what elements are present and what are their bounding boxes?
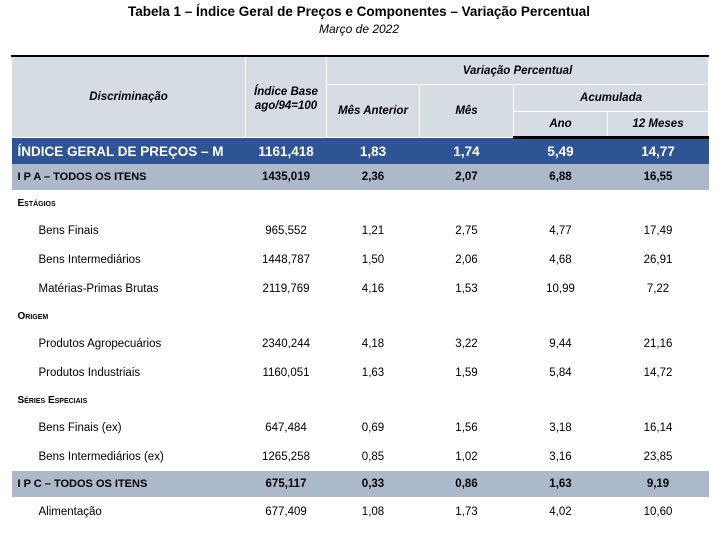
row-mes: 1,59 [455, 366, 478, 379]
row-indice: 1448,787 [262, 253, 310, 266]
table-row: Bens Finais 965,552 1,21 2,75 4,77 17,49 [12, 216, 709, 245]
row-label: Bens Finais [38, 224, 99, 237]
table-row: Matérias-Primas Brutas 2119,769 4,16 1,5… [12, 274, 709, 303]
row-ano: 4,02 [549, 505, 572, 518]
table-row: Bens Intermediários 1448,787 1,50 2,06 4… [12, 245, 709, 274]
row-mes: 0,86 [419, 471, 514, 497]
row-12-meses: 21,16 [643, 337, 673, 350]
row-label: Alimentação [38, 505, 102, 518]
row-indice: 1265,258 [262, 450, 310, 463]
row-label: Bens Intermediários [38, 253, 141, 266]
row-mes-anterior: 1,08 [361, 505, 385, 518]
section-label: Origem [17, 310, 49, 322]
row-label: Produtos Agropecuários [38, 337, 162, 350]
table-row: Bens Finais (ex) 647,484 0,69 1,56 3,18 … [12, 413, 709, 442]
row-mes-anterior: 0,69 [361, 421, 385, 434]
row-label: I P A – TODOS OS ITENS [11, 164, 246, 190]
row-12-meses: 14,77 [607, 137, 709, 164]
row-12-meses: 9,19 [607, 471, 709, 497]
row-label: Bens Intermediários (ex) [38, 450, 164, 463]
row-mes: 2,07 [419, 164, 514, 190]
row-indice: 2119,769 [262, 282, 310, 295]
table-row-igp-m: ÍNDICE GERAL DE PREÇOS – M 1161,418 1,83… [11, 137, 709, 164]
row-mes-anterior: 1,21 [361, 224, 385, 237]
row-mes: 2,75 [455, 224, 478, 237]
row-ano: 9,44 [549, 337, 572, 350]
row-label: I P C – TODOS OS ITENS [11, 471, 246, 497]
row-mes: 1,56 [455, 421, 478, 434]
row-mes: 1,73 [455, 505, 478, 518]
row-mes: 2,06 [455, 253, 478, 266]
header-mes-anterior: Mês Anterior [326, 84, 420, 138]
table-subtitle: Março de 2022 [318, 22, 400, 36]
header-acumulada: Acumulada [512, 84, 710, 112]
row-mes-anterior: 1,63 [361, 366, 385, 379]
row-mes-anterior: 4,16 [361, 282, 385, 295]
row-12-meses: 7,22 [646, 282, 670, 295]
table-title: Tabela 1 – Índice Geral de Preços e Comp… [128, 4, 590, 19]
row-12-meses: 23,85 [643, 450, 673, 463]
row-mes: 1,74 [419, 137, 514, 164]
header-discriminacao: Discriminação [11, 55, 246, 138]
section-label: Estágios [17, 197, 56, 209]
header-indice-base: Índice Base ago/94=100 [245, 55, 327, 138]
price-index-table: Discriminação Índice Base ago/94=100 Var… [11, 55, 710, 526]
table-row: Bens Intermediários (ex) 1265,258 0,85 1… [12, 442, 709, 471]
row-ano: 6,88 [513, 164, 608, 190]
row-12-meses: 14,72 [643, 366, 673, 379]
row-mes-anterior: 1,50 [361, 253, 385, 266]
header-variacao-percentual: Variação Percentual [325, 55, 710, 85]
row-mes-anterior: 2,36 [326, 164, 420, 190]
row-12-meses: 17,49 [643, 224, 673, 237]
row-mes-anterior: 4,18 [361, 337, 385, 350]
row-mes: 1,02 [455, 450, 478, 463]
section-row-series-especiais: Séries Especiais [12, 387, 709, 413]
row-12-meses: 16,55 [607, 164, 709, 190]
row-ano: 4,68 [549, 253, 572, 266]
row-indice: 2340,244 [262, 337, 310, 350]
row-12-meses: 16,14 [643, 421, 673, 434]
row-ano: 3,18 [549, 421, 572, 434]
table-row-ipa: I P A – TODOS OS ITENS 1435,019 2,36 2,0… [11, 164, 709, 190]
table-row: Alimentação 677,409 1,08 1,73 4,02 10,60 [12, 497, 709, 526]
row-12-meses: 10,60 [643, 505, 673, 518]
table-row-ipc: I P C – TODOS OS ITENS 675,117 0,33 0,86… [11, 471, 709, 497]
header-12-meses: 12 Meses [606, 111, 710, 139]
row-mes-anterior: 0,85 [361, 450, 385, 463]
section-row-estagios: Estágios [12, 190, 709, 216]
row-mes-anterior: 0,33 [326, 471, 420, 497]
row-ano: 5,49 [513, 137, 608, 164]
row-label: Produtos Industriais [38, 366, 141, 379]
row-12-meses: 26,91 [643, 253, 673, 266]
row-label: Bens Finais (ex) [38, 421, 122, 434]
row-indice: 1160,051 [262, 366, 310, 379]
row-mes: 3,22 [455, 337, 478, 350]
table-row: Produtos Agropecuários 2340,244 4,18 3,2… [12, 329, 709, 358]
row-ano: 5,84 [549, 366, 572, 379]
row-label: ÍNDICE GERAL DE PREÇOS – M [11, 137, 246, 164]
header-ano: Ano [513, 111, 608, 139]
row-indice: 677,409 [265, 505, 307, 518]
row-indice: 675,117 [245, 471, 327, 497]
row-indice: 1435,019 [245, 164, 327, 190]
row-mes-anterior: 1,83 [326, 137, 420, 164]
table-row: Produtos Industriais 1160,051 1,63 1,59 … [12, 358, 709, 387]
row-indice: 647,484 [265, 421, 307, 434]
row-ano: 1,63 [513, 471, 608, 497]
header-mes: Mês [419, 84, 514, 138]
row-ano: 4,77 [549, 224, 572, 237]
row-ano: 3,16 [549, 450, 572, 463]
section-label: Séries Especiais [17, 394, 88, 406]
row-label: Matérias-Primas Brutas [38, 282, 159, 295]
row-mes: 1,53 [455, 282, 478, 295]
row-ano: 10,99 [546, 282, 575, 295]
section-row-origem: Origem [12, 303, 709, 329]
row-indice: 965,552 [265, 224, 307, 237]
row-indice: 1161,418 [245, 137, 327, 164]
